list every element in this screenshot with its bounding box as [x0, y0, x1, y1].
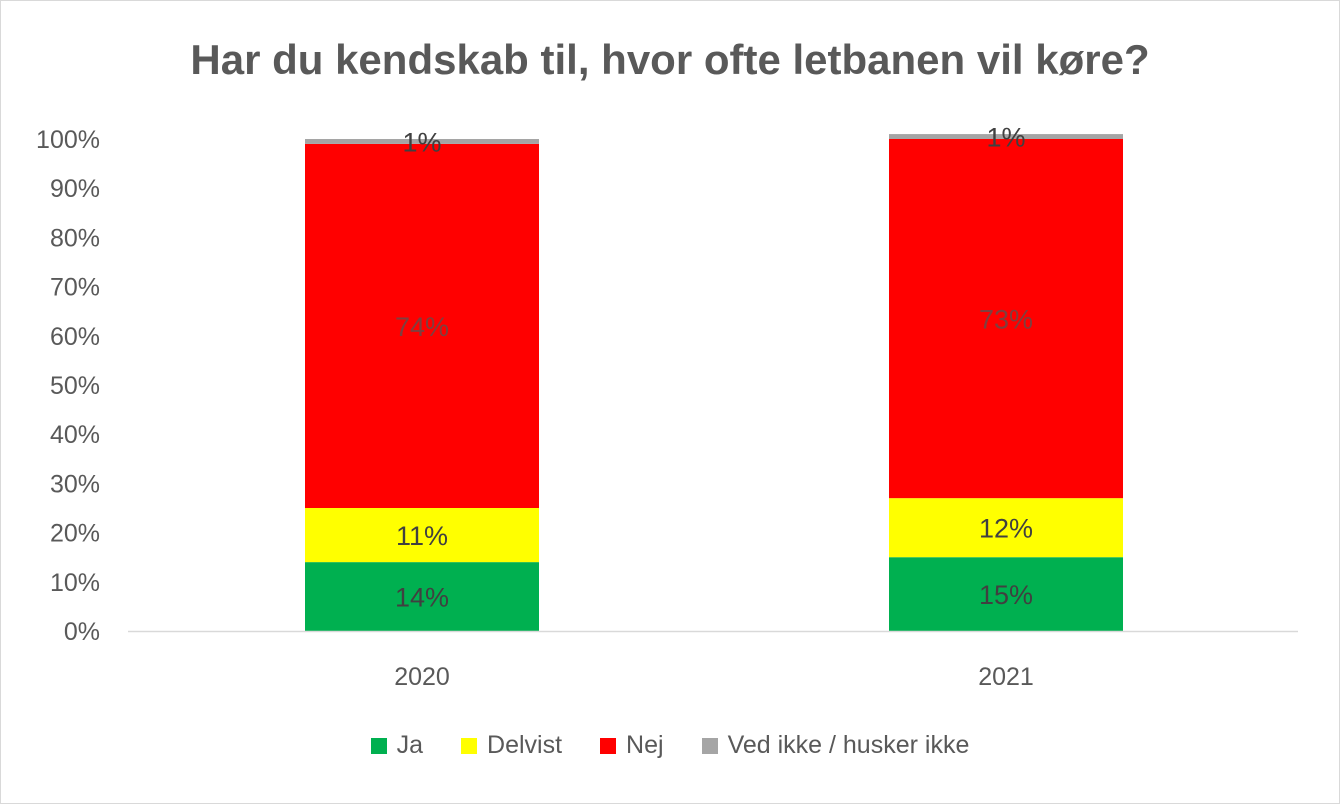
data-label: 14%	[395, 583, 449, 613]
y-tick-label: 90%	[50, 175, 100, 203]
legend-swatch	[701, 737, 718, 754]
legend-item: Ved ikke / husker ikke	[701, 731, 970, 760]
bar-segment-ved-ikke-husker-ikke	[305, 139, 539, 144]
legend-label: Delvist	[487, 731, 563, 759]
chart-title: Har du kendskab til, hvor ofte letbanen …	[190, 36, 1150, 83]
x-category-label: 2020	[394, 663, 450, 691]
x-category-label: 2021	[978, 663, 1034, 691]
y-tick-label: 30%	[50, 470, 100, 498]
data-label: 15%	[979, 580, 1033, 610]
y-tick-label: 0%	[64, 618, 100, 646]
bar-segment-ved-ikke-husker-ikke	[889, 134, 1123, 139]
bar-segment-nej	[305, 143, 539, 509]
legend-item: Nej	[600, 731, 664, 760]
legend-label: Nej	[626, 731, 664, 759]
y-tick-label: 20%	[50, 520, 100, 548]
bar-segment-ja	[889, 557, 1123, 631]
legend-swatch	[370, 737, 387, 754]
y-tick-label: 40%	[50, 421, 100, 449]
y-tick-label: 80%	[50, 224, 100, 252]
bar-segment-nej	[889, 139, 1123, 499]
chart-legend: Ja Delvist Nej Ved ikke / husker ikke	[0, 731, 1340, 760]
legend-swatch	[461, 737, 478, 754]
y-tick-label: 100%	[36, 126, 100, 154]
legend-item: Ja	[370, 731, 424, 760]
y-tick-label: 50%	[50, 372, 100, 400]
data-label: 73%	[979, 305, 1033, 335]
data-label: 1%	[986, 123, 1025, 153]
data-label: 12%	[979, 514, 1033, 544]
y-tick-label: 70%	[50, 274, 100, 302]
bar-segment-delvist	[889, 498, 1123, 558]
bar-segment-ja	[305, 562, 539, 631]
data-label: 74%	[395, 312, 449, 342]
legend-item: Delvist	[461, 731, 562, 760]
legend-swatch	[600, 737, 617, 754]
data-label: 11%	[396, 521, 448, 551]
y-tick-label: 10%	[50, 569, 100, 597]
y-tick-label: 60%	[50, 323, 100, 351]
bar-segment-delvist	[305, 508, 539, 563]
legend-label: Ved ikke / husker ikke	[727, 731, 970, 759]
legend-label: Ja	[396, 731, 424, 759]
data-label: 1%	[402, 127, 441, 157]
